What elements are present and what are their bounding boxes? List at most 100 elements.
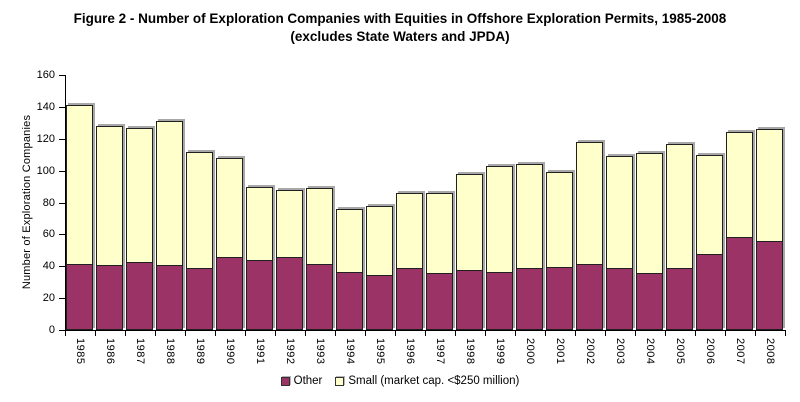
- x-tick-mark: [725, 331, 726, 336]
- bar-segment-other-1992: [276, 258, 303, 330]
- bar-group-1999: [486, 165, 513, 330]
- chart-subtitle: (excludes State Waters and JPDA): [290, 29, 510, 44]
- bar-group-2000: [516, 164, 543, 330]
- y-tick-label: 80: [42, 196, 55, 209]
- x-tick-mark: [395, 331, 396, 336]
- legend: Other Small (market cap. <$250 million): [0, 375, 800, 387]
- x-tick-label: 1990: [224, 338, 236, 365]
- x-label-cell-1985: 1985: [65, 338, 95, 364]
- bar-group-2002: [576, 141, 603, 330]
- x-tick-label: 1993: [314, 338, 326, 365]
- bar-group-2006: [696, 154, 723, 330]
- bar-segment-small-1994: [336, 208, 363, 273]
- bar-segment-other-1997: [426, 274, 453, 330]
- x-tick-label: 1986: [104, 338, 116, 365]
- x-label-cell-2004: 2004: [635, 338, 665, 364]
- x-label-cell-2000: 2000: [515, 338, 545, 364]
- x-tick-mark: [695, 331, 696, 336]
- y-tick-label: 40: [42, 260, 55, 273]
- plot-area: [65, 75, 786, 331]
- bar-segment-other-2001: [546, 267, 573, 330]
- x-label-cell-1996: 1996: [395, 338, 425, 364]
- bar-segment-other-1993: [306, 264, 333, 330]
- y-tick-mark: [59, 106, 65, 108]
- x-tick-mark: [545, 331, 546, 336]
- bar-segment-small-1990: [216, 157, 243, 259]
- bar-segment-small-1996: [396, 192, 423, 270]
- bar-segment-other-1986: [96, 266, 123, 330]
- x-label-cell-2001: 2001: [545, 338, 575, 364]
- x-tick-mark: [275, 331, 276, 336]
- x-tick-label: 2000: [524, 338, 536, 365]
- bar-segment-small-1988: [156, 121, 183, 267]
- x-tick-label: 1995: [374, 338, 386, 365]
- bar-segment-small-1993: [306, 188, 333, 265]
- x-label-cell-1998: 1998: [455, 338, 485, 364]
- bar-group-1986: [96, 126, 123, 330]
- y-tick-label: 100: [36, 164, 55, 177]
- bar-segment-small-1999: [486, 165, 513, 273]
- bar-segment-other-2005: [666, 269, 693, 330]
- bar-segment-small-2000: [516, 164, 543, 270]
- bar-group-1992: [276, 189, 303, 330]
- bar-group-2007: [726, 132, 753, 330]
- bar-segment-other-1987: [126, 263, 153, 330]
- bar-segment-small-1995: [366, 205, 393, 276]
- x-tick-mark: [65, 331, 66, 336]
- x-tick-label: 2006: [704, 338, 716, 365]
- x-tick-label: 2004: [644, 338, 656, 365]
- x-tick-mark: [485, 331, 486, 336]
- x-label-cell-1999: 1999: [485, 338, 515, 364]
- bar-segment-other-1990: [216, 258, 243, 330]
- y-tick-label: 0: [48, 324, 55, 336]
- x-tick-mark: [245, 331, 246, 336]
- bar-group-1996: [396, 192, 423, 330]
- bar-segment-other-2008: [756, 242, 783, 330]
- bar-segment-other-1999: [486, 272, 513, 330]
- bar-group-1993: [306, 188, 333, 330]
- x-label-cell-1989: 1989: [185, 338, 215, 364]
- x-label-cell-2006: 2006: [695, 338, 725, 364]
- x-tick-label: 1989: [194, 338, 206, 365]
- x-tick-mark: [785, 331, 786, 336]
- x-tick-mark: [215, 331, 216, 336]
- x-tick-label: 1999: [494, 338, 506, 365]
- x-tick-label: 1987: [134, 338, 146, 365]
- x-tick-label: 1992: [284, 338, 296, 365]
- x-label-cell-1990: 1990: [215, 338, 245, 364]
- x-tick-label: 1988: [164, 338, 176, 365]
- x-tick-mark: [125, 331, 126, 336]
- bar-group-2001: [546, 172, 573, 330]
- bar-segment-other-1988: [156, 266, 183, 330]
- bar-group-2008: [756, 129, 783, 330]
- x-tick-mark: [665, 331, 666, 336]
- x-label-cell-1991: 1991: [245, 338, 275, 364]
- bar-group-2004: [636, 153, 663, 330]
- y-tick-label: 140: [36, 100, 55, 113]
- legend-label: Other: [293, 375, 323, 387]
- x-tick-mark: [185, 331, 186, 336]
- y-tick-mark: [59, 170, 65, 172]
- y-tick-label: 160: [36, 69, 55, 81]
- y-tick-mark: [59, 234, 65, 236]
- bar-segment-small-1985: [66, 105, 93, 265]
- bar-segment-other-1995: [366, 275, 393, 330]
- bar-segment-small-1986: [96, 126, 123, 267]
- x-label-cell-2007: 2007: [725, 338, 755, 364]
- x-tick-mark: [365, 331, 366, 336]
- x-tick-mark: [455, 331, 456, 336]
- x-tick-mark: [755, 331, 756, 336]
- x-label-cell-1987: 1987: [125, 338, 155, 364]
- bar-segment-other-1989: [186, 269, 213, 330]
- x-tick-label: 2003: [614, 338, 626, 365]
- bar-segment-other-2000: [516, 269, 543, 330]
- bar-segment-other-1985: [66, 264, 93, 330]
- bar-segment-other-1991: [246, 261, 273, 330]
- bar-segment-small-2004: [636, 153, 663, 275]
- x-label-cell-1992: 1992: [275, 338, 305, 364]
- x-label-cell-2008: 2008: [755, 338, 785, 364]
- bar-group-1987: [126, 127, 153, 330]
- x-label-cell-2005: 2005: [665, 338, 695, 364]
- bar-segment-small-1998: [456, 173, 483, 272]
- x-label-cell-1995: 1995: [365, 338, 395, 364]
